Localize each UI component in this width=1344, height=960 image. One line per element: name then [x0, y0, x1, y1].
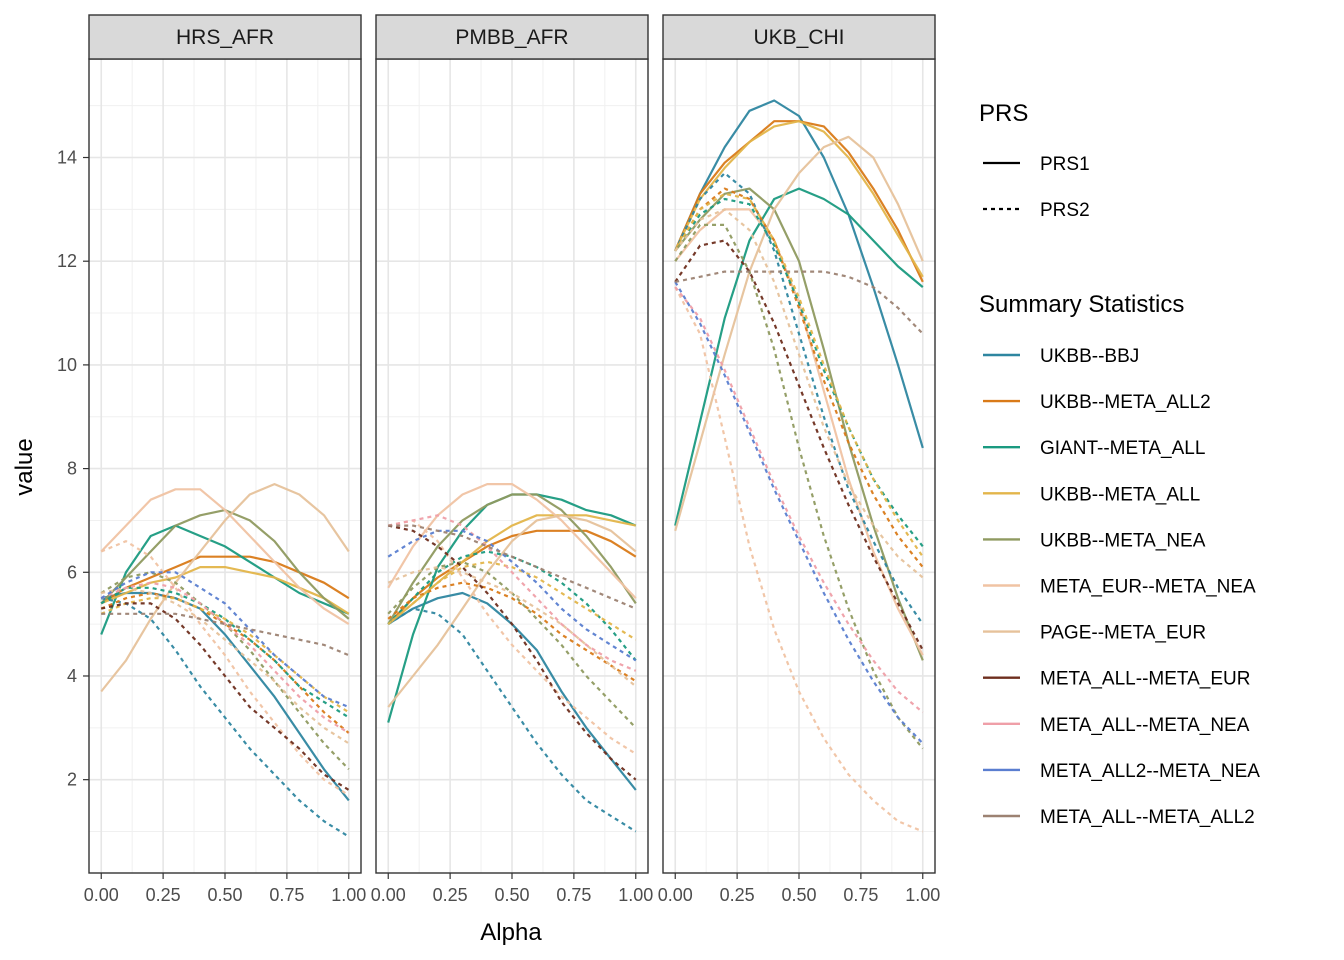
series-line-ukbb-meta-all2-prs2 — [387, 581, 637, 683]
facet-strip — [375, 14, 649, 60]
y-tick-label: 6 — [67, 562, 77, 582]
facet-strip-label: PMBB_AFR — [455, 26, 568, 49]
facet-panel-ukb_chi: UKB_CHI 0.00 0.25 0.50 0.75 1.00 — [658, 14, 940, 905]
x-tick-label: 0.50 — [207, 885, 242, 905]
series-line-ukbb-meta-nea-prs1 — [387, 493, 637, 625]
y-tick-label: 12 — [57, 251, 77, 271]
series-line-giant-meta-all-prs2 — [674, 197, 924, 548]
series-line-meta-eur-meta-nea-prs2 — [387, 519, 637, 755]
legend-stat-label: UKBB--META_ALL — [1040, 484, 1200, 505]
series-line-giant-meta-all-prs1 — [100, 524, 350, 635]
series-line-ukbb-bbj-prs1 — [674, 99, 924, 449]
legend-stat-label: UKBB--BBJ — [1040, 346, 1139, 367]
x-tick-label: 0.75 — [269, 885, 304, 905]
series-line-meta-all-meta-all2-prs2 — [101, 612, 350, 657]
x-tick-label: 1.00 — [618, 885, 653, 905]
legend-summary-statistics-title: Summary Statistics — [979, 291, 1184, 318]
legend: PRS PRS1 PRS2 Summary Statistics UKBB--BBJ UK… — [979, 100, 1260, 828]
facet-strip-label: HRS_AFR — [176, 26, 274, 49]
y-tick-label: 4 — [67, 666, 77, 686]
series-line-meta-all-meta-nea-prs2 — [100, 581, 350, 734]
series-line-ukbb-meta-all-prs2 — [100, 597, 350, 714]
legend-stat-label: UKBB--META_ALL2 — [1040, 392, 1211, 413]
legend-stat-label: PAGE--META_EUR — [1040, 623, 1206, 644]
legend-stat-label: META_ALL--META_EUR — [1040, 669, 1250, 690]
series-line-page-meta-eur-prs1 — [387, 514, 637, 708]
legend-stat-label: META_ALL--META_ALL2 — [1040, 807, 1255, 828]
legend-prs-title: PRS — [979, 100, 1028, 127]
series-line-meta-eur-meta-nea-prs1 — [100, 488, 350, 626]
legend-stat-label: UKBB--META_NEA — [1040, 530, 1206, 551]
legend-prs: PRS PRS1 PRS2 — [979, 100, 1090, 221]
legend-summary-statistics: Summary Statistics UKBB--BBJ UKBB--META_AL… — [979, 291, 1260, 828]
series-line-meta-all-meta-nea-prs2 — [387, 514, 637, 672]
series-line-meta-eur-meta-nea-prs2 — [674, 286, 924, 833]
x-tick-label: 0.25 — [720, 885, 755, 905]
series-line-ukbb-meta-all-prs1 — [100, 565, 350, 615]
y-tick-label: 10 — [57, 355, 77, 375]
series-line-page-meta-eur-prs1 — [674, 135, 924, 532]
x-tick-label: 0.50 — [494, 885, 529, 905]
legend-stat-label: META_ALL--META_NEA — [1040, 715, 1250, 736]
series-line-ukbb-meta-all2-prs2 — [674, 187, 924, 568]
facet-strip — [662, 14, 936, 60]
y-axis-title: value — [11, 438, 38, 495]
series-line-ukbb-bbj-prs2 — [100, 597, 350, 838]
legend-stat-label: META_ALL2--META_NEA — [1040, 761, 1260, 782]
x-tick-label: 0.75 — [556, 885, 591, 905]
y-tick-label: 2 — [67, 770, 77, 790]
series-line-ukbb-meta-nea-prs2 — [674, 223, 924, 750]
series-line-ukbb-meta-all2-prs1 — [387, 529, 637, 625]
series-line-meta-eur-meta-nea-prs2 — [100, 540, 350, 797]
x-tick-label: 0.00 — [371, 885, 406, 905]
x-tick-label: 0.75 — [843, 885, 878, 905]
facet-strip — [88, 14, 362, 60]
x-tick-label: 0.25 — [433, 885, 468, 905]
series-line-ukbb-meta-all2-prs2 — [100, 591, 350, 734]
series-line-page-meta-eur-prs2 — [387, 565, 637, 688]
legend-prs-label: PRS1 — [1040, 154, 1090, 175]
legend-stat-label: META_EUR--META_NEA — [1040, 577, 1256, 598]
series-line-ukbb-meta-all-prs1 — [674, 120, 924, 278]
x-tick-label: 1.00 — [331, 885, 366, 905]
facet-panel-pmbb_afr: PMBB_AFR 0.00 0.25 0.50 0.75 1.00 — [371, 14, 653, 905]
series-line-ukbb-bbj-prs1 — [100, 591, 350, 802]
x-tick-label: 0.50 — [781, 885, 816, 905]
x-tick-label: 0.00 — [84, 885, 119, 905]
series-line-ukbb-bbj-prs2 — [674, 172, 924, 625]
series-line-ukbb-meta-all-prs2 — [674, 192, 924, 558]
series-line-meta-eur-meta-nea-prs1 — [387, 483, 637, 599]
series-line-ukbb-meta-all-prs1 — [387, 514, 637, 625]
series-line-page-meta-eur-prs2 — [674, 208, 924, 579]
series-line-page-meta-eur-prs2 — [100, 586, 350, 745]
facet-strip-label: UKB_CHI — [753, 26, 844, 49]
legend-stat-label: GIANT--META_ALL — [1040, 438, 1205, 459]
x-tick-label: 1.00 — [905, 885, 940, 905]
y-tick-label: 14 — [57, 148, 77, 168]
series-line-giant-meta-all-prs1 — [674, 187, 924, 526]
series-line-meta-all-meta-eur-prs2 — [100, 602, 350, 791]
x-tick-label: 0.00 — [658, 885, 693, 905]
series-line-meta-all2-meta-nea-prs2 — [387, 529, 637, 662]
series-line-meta-all-meta-eur-prs2 — [387, 524, 637, 781]
facet-panel-hrs_afr: HRS_AFR 0.00 0.25 0.50 0.75 1.00 2 4 6 8 10 12 14 — [57, 14, 366, 905]
series-line-meta-all-meta-eur-prs2 — [674, 239, 924, 651]
series-line-ukbb-meta-all2-prs1 — [100, 555, 350, 605]
chart-panels: HRS_AFR 0.00 0.25 0.50 0.75 1.00 2 4 6 8 10 12 14 PMB… — [57, 14, 940, 905]
series-line-page-meta-eur-prs1 — [100, 483, 350, 693]
legend-prs-label: PRS2 — [1040, 200, 1090, 221]
x-tick-label: 0.25 — [146, 885, 181, 905]
series-line-ukbb-meta-all-prs2 — [387, 560, 637, 641]
y-tick-label: 8 — [67, 459, 77, 479]
series-line-ukbb-meta-nea-prs1 — [674, 187, 924, 661]
x-axis-title: Alpha — [480, 919, 542, 946]
series-line-meta-all-meta-all2-prs2 — [674, 270, 924, 335]
series-line-meta-all2-meta-nea-prs2 — [100, 571, 350, 709]
series-line-meta-all-meta-all2-prs2 — [388, 524, 637, 610]
series-line-giant-meta-all-prs2 — [387, 550, 637, 662]
